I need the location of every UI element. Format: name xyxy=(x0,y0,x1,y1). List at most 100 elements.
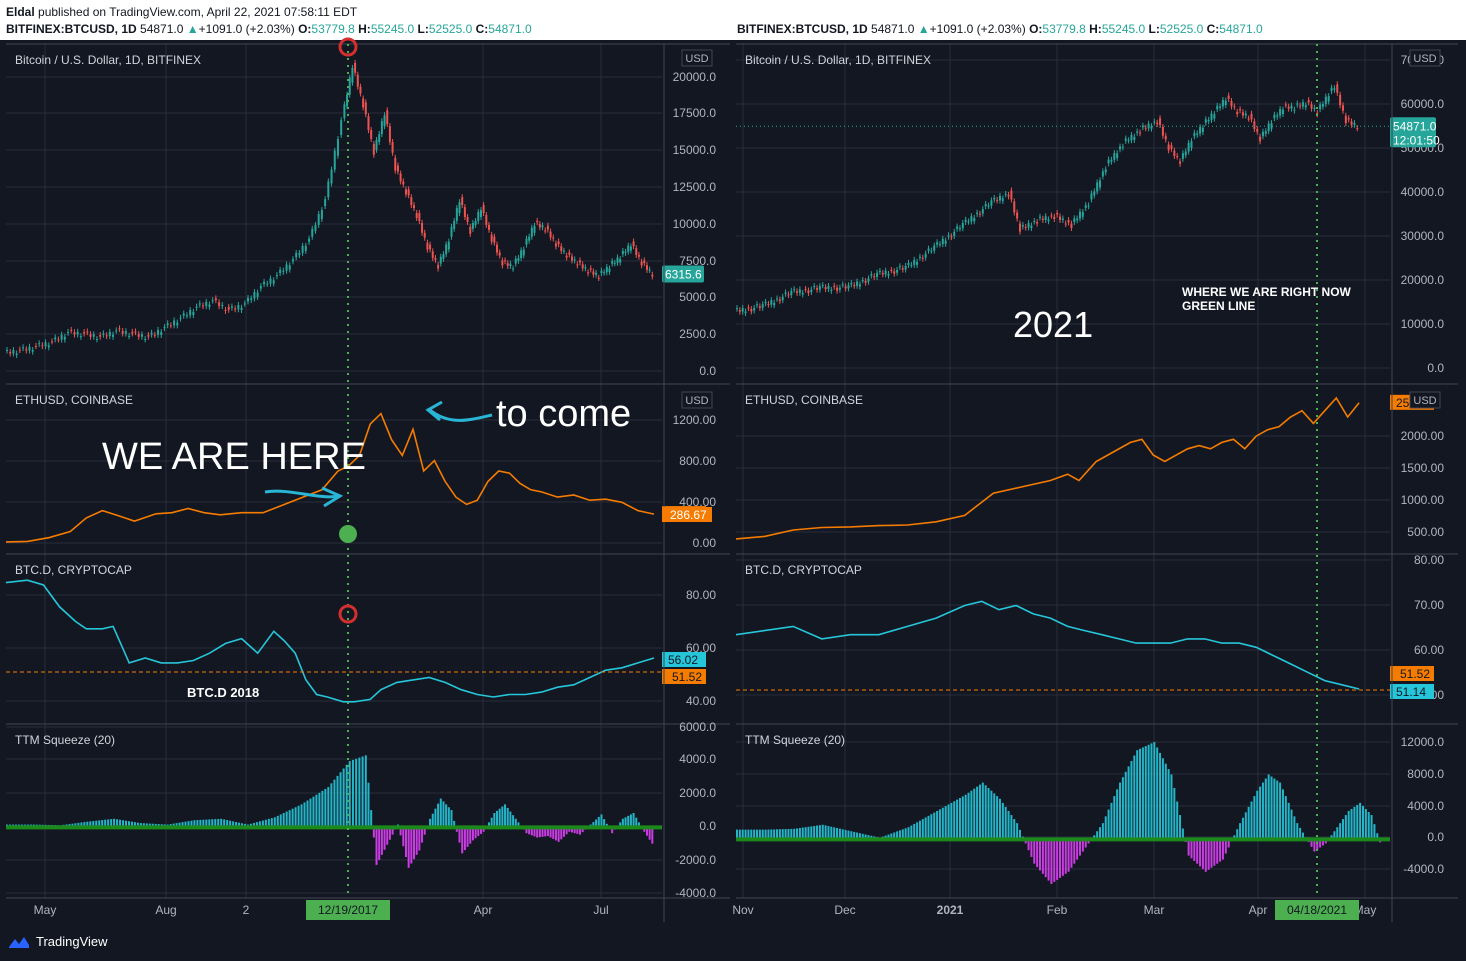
squeeze-bar xyxy=(1116,789,1119,840)
we-are-here-arrow xyxy=(264,489,339,499)
candle xyxy=(927,248,930,251)
candle xyxy=(202,305,205,307)
y-tick-label: 2000.00 xyxy=(1401,429,1445,443)
right-symbol-line: BITFINEX:BTCUSD, 1D 54871.0 ▲+1091.0 (+2… xyxy=(737,22,1263,36)
squeeze-bar xyxy=(1110,802,1113,840)
squeeze-bar xyxy=(861,833,864,840)
squeeze-bar xyxy=(1370,815,1373,840)
squeeze-bar xyxy=(827,826,830,840)
candle xyxy=(105,335,108,337)
squeeze-bar xyxy=(536,827,539,838)
candle xyxy=(279,269,282,274)
candle xyxy=(57,339,60,341)
year-annotation: 2021 xyxy=(1013,304,1093,345)
squeeze-bar xyxy=(984,785,987,840)
squeeze-bar xyxy=(776,829,779,840)
candle xyxy=(1267,123,1270,132)
squeeze-bar xyxy=(896,831,899,840)
footer[interactable]: TradingView xyxy=(8,934,108,949)
candle xyxy=(1010,190,1013,200)
squeeze-bar xyxy=(1373,824,1376,840)
candle xyxy=(921,257,924,259)
squeeze-bar xyxy=(193,820,196,828)
squeeze-bar xyxy=(1067,839,1070,872)
squeeze-bar xyxy=(1164,763,1167,840)
squeeze-bar xyxy=(1324,839,1327,844)
candle xyxy=(1221,100,1224,107)
squeeze-bar xyxy=(901,829,904,840)
candle xyxy=(1070,223,1073,229)
btcd-line xyxy=(735,600,1360,690)
candle xyxy=(415,213,418,218)
squeeze-bar xyxy=(1047,839,1050,881)
date-badge xyxy=(1275,900,1359,920)
squeeze-bar xyxy=(796,828,799,840)
candle xyxy=(1096,182,1099,192)
squeeze-bar xyxy=(1004,806,1007,840)
squeeze-bar xyxy=(1093,835,1096,840)
squeeze-bar xyxy=(1030,839,1033,857)
y-tick-label: 12500.0 xyxy=(673,180,717,194)
candle xyxy=(1173,150,1176,157)
candle xyxy=(439,256,442,264)
candle xyxy=(1181,153,1184,159)
pane-title: TTM Squeeze (20) xyxy=(15,733,115,747)
squeeze-bar xyxy=(1081,839,1084,852)
candle xyxy=(434,258,437,260)
to-come-arrowhead xyxy=(425,400,443,422)
candle xyxy=(1061,218,1064,221)
candle xyxy=(18,349,21,351)
candle xyxy=(1253,121,1256,129)
candle xyxy=(830,289,833,291)
candle xyxy=(651,274,654,277)
candle xyxy=(240,307,243,311)
squeeze-bar xyxy=(790,828,793,840)
squeeze-bar xyxy=(603,819,606,828)
candle xyxy=(1316,112,1319,115)
candle xyxy=(1130,135,1133,141)
candle xyxy=(1053,216,1056,219)
candle xyxy=(632,241,635,247)
squeeze-bar xyxy=(1136,750,1139,840)
candle xyxy=(1018,223,1021,232)
squeeze-bar xyxy=(370,810,373,828)
squeeze-bar xyxy=(927,815,930,840)
eth-line xyxy=(5,412,655,543)
candle xyxy=(850,283,853,285)
candle xyxy=(221,305,224,307)
btcd-annotation: BTC.D 2018 xyxy=(187,685,259,700)
x-tick-label: Feb xyxy=(1047,903,1068,917)
squeeze-bar xyxy=(453,820,456,828)
candle xyxy=(1141,125,1144,128)
candle xyxy=(901,268,904,270)
squeeze-bar xyxy=(1224,839,1227,854)
candle xyxy=(364,102,367,115)
squeeze-bar xyxy=(1239,823,1242,840)
squeeze-bar xyxy=(458,827,461,843)
candle xyxy=(356,74,359,87)
ref-badge xyxy=(662,669,706,684)
squeeze-bar xyxy=(950,802,953,840)
candle xyxy=(1307,100,1310,103)
squeeze-bar xyxy=(1130,760,1133,840)
candle xyxy=(565,255,568,258)
squeeze-bar xyxy=(635,817,638,828)
candle xyxy=(466,217,469,222)
candle xyxy=(134,331,137,333)
squeeze-bar xyxy=(471,827,474,841)
squeeze-bar xyxy=(136,822,139,828)
candle xyxy=(613,262,616,264)
candle xyxy=(576,264,579,266)
currency-tag-label: USD xyxy=(685,53,708,65)
candle xyxy=(6,349,8,351)
candle xyxy=(1164,135,1167,140)
squeeze-bar xyxy=(1196,839,1199,864)
candle xyxy=(1073,218,1076,223)
squeeze-bar xyxy=(916,822,919,840)
candle xyxy=(1179,161,1182,164)
candle xyxy=(956,226,959,229)
pane-title: BTC.D, CRYPTOCAP xyxy=(745,563,862,577)
candle xyxy=(781,296,784,301)
candle xyxy=(1076,218,1079,221)
